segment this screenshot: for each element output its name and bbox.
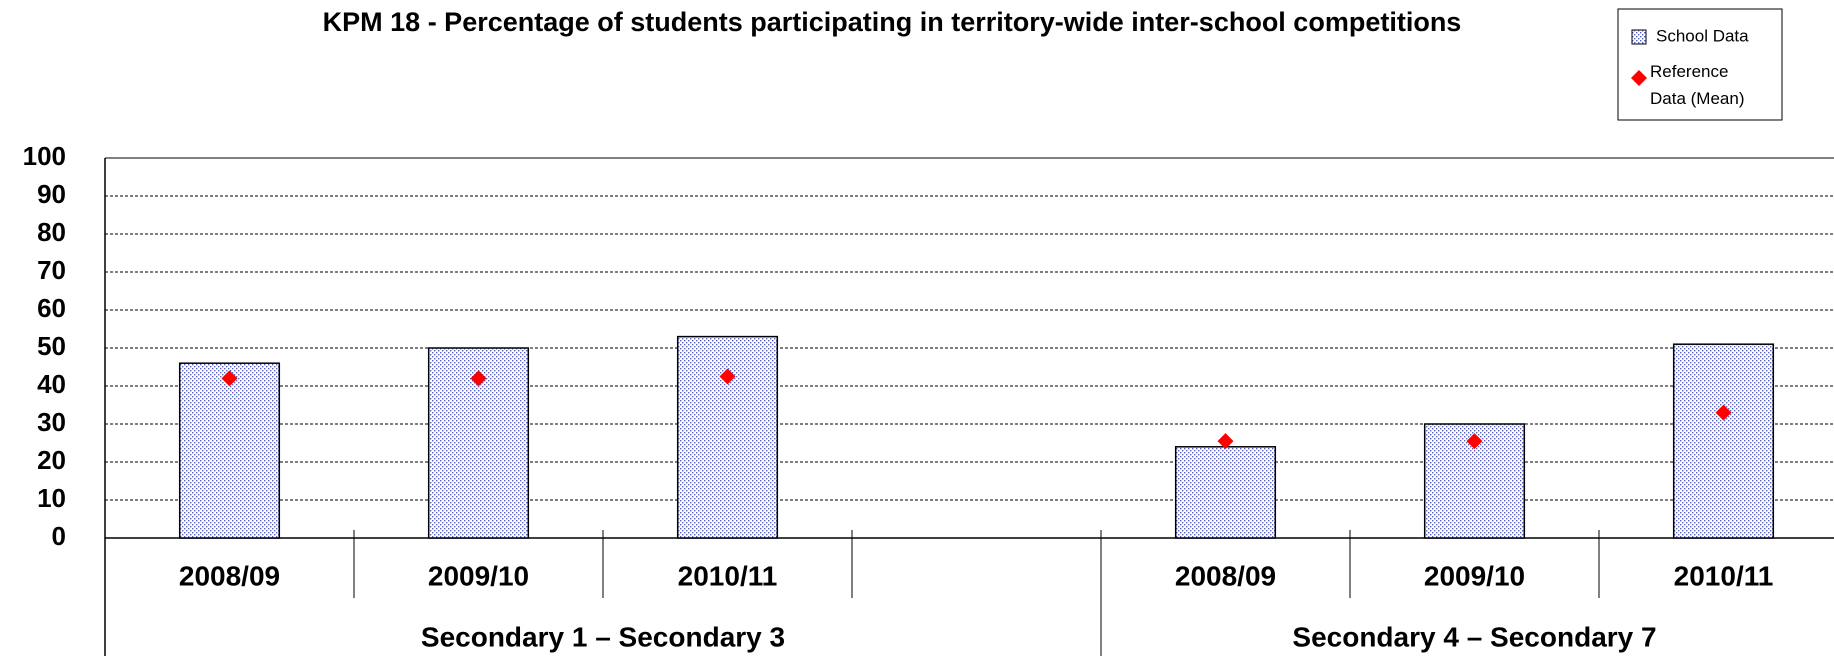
- y-tick-label: 50: [37, 331, 66, 361]
- reference-marker: [1715, 404, 1732, 421]
- legend: School Data Reference Data (Mean): [1617, 8, 1783, 121]
- group-label: Secondary 1 – Secondary 3: [421, 621, 785, 652]
- reference-marker: [221, 370, 238, 387]
- y-tick-label: 40: [37, 369, 66, 399]
- y-tick-label: 60: [37, 293, 66, 323]
- legend-swatch: [1631, 29, 1647, 45]
- reference-marker: [719, 368, 736, 385]
- y-tick-label: 0: [52, 521, 66, 551]
- chart-title: KPM 18 - Percentage of students particip…: [323, 7, 1462, 37]
- y-tick-label: 10: [37, 483, 66, 513]
- legend-box: [1617, 8, 1783, 121]
- bar: [1174, 446, 1277, 539]
- y-tick-label: 70: [37, 255, 66, 285]
- x-tick-label: 2008/09: [1175, 560, 1276, 591]
- bar: [676, 335, 779, 539]
- x-tick-label: 2010/11: [678, 560, 778, 591]
- y-tick-label: 20: [37, 445, 66, 475]
- legend-label: Reference Data (Mean): [1650, 62, 1745, 108]
- x-tick-label: 2008/09: [179, 560, 280, 591]
- bar: [178, 362, 281, 539]
- x-tick-label: 2009/10: [428, 560, 529, 591]
- reference-marker: [1217, 433, 1234, 450]
- legend-label: School Data: [1656, 26, 1749, 45]
- reference-marker: [1466, 433, 1483, 450]
- reference-marker: [470, 370, 487, 387]
- x-tick-label: 2010/11: [1674, 560, 1774, 591]
- y-tick-label: 100: [23, 141, 66, 171]
- y-tick-label: 90: [37, 179, 66, 209]
- group-label: Secondary 4 – Secondary 7: [1292, 621, 1656, 652]
- legend-marker: [1631, 70, 1647, 86]
- bar: [1672, 343, 1775, 539]
- y-tick-label: 80: [37, 217, 66, 247]
- y-tick-label: 30: [37, 407, 66, 437]
- x-tick-label: 2009/10: [1424, 560, 1525, 591]
- legend-label-box: Reference Data (Mean): [1650, 62, 1745, 108]
